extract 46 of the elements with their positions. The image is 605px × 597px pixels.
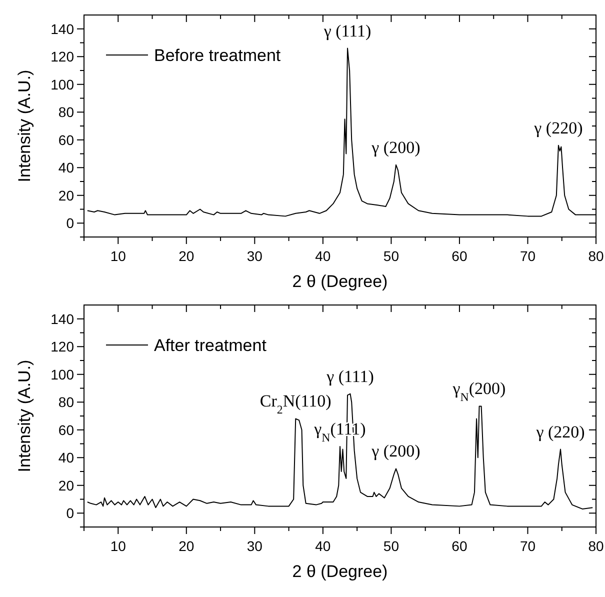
y-tick-label: 100 bbox=[50, 76, 74, 92]
annotation: γ (111) bbox=[326, 366, 374, 386]
x-tick-label: 60 bbox=[452, 248, 468, 264]
y-tick-label: 80 bbox=[58, 394, 74, 410]
x-tick-label: 30 bbox=[246, 538, 263, 554]
x-tick-label: 10 bbox=[110, 538, 126, 554]
annotation: γ (200) bbox=[370, 442, 420, 461]
y-tick-label: 60 bbox=[58, 422, 74, 438]
y-axis-title: Intensity (A.U.) bbox=[15, 360, 34, 472]
y-tick-label: 100 bbox=[50, 366, 74, 382]
y-tick-label: 0 bbox=[66, 505, 74, 522]
x-tick-label: 40 bbox=[315, 248, 331, 264]
x-tick-label: 50 bbox=[383, 538, 400, 554]
annotation: γ (220) bbox=[535, 422, 585, 442]
y-tick-label: 60 bbox=[58, 132, 74, 148]
x-axis-title: 2 θ (Degree) bbox=[292, 272, 388, 291]
x-tick-label: 10 bbox=[110, 248, 126, 264]
y-tick-label: 120 bbox=[50, 48, 74, 65]
y-axis-title: Intensity (A.U.) bbox=[15, 70, 34, 182]
x-axis-title: 2 θ (Degree) bbox=[292, 562, 388, 581]
x-tick-label: 20 bbox=[178, 248, 194, 264]
x-tick-label: 50 bbox=[383, 248, 400, 264]
x-tick-label: 80 bbox=[588, 538, 604, 554]
annotation: Cr$_{2}$N(110) bbox=[260, 392, 332, 417]
y-tick-label: 20 bbox=[58, 477, 74, 494]
legend-label: After treatment bbox=[154, 336, 267, 355]
y-tick-label: 20 bbox=[58, 187, 74, 204]
x-tick-label: 70 bbox=[520, 248, 536, 264]
y-tick-label: 120 bbox=[50, 338, 74, 355]
annotation: γ (111) bbox=[322, 21, 372, 40]
annotation: γ (220) bbox=[533, 118, 583, 138]
x-tick-label: 80 bbox=[588, 248, 604, 264]
x-tick-label: 20 bbox=[178, 538, 194, 554]
y-tick-label: 40 bbox=[58, 160, 74, 176]
x-tick-label: 70 bbox=[520, 538, 536, 554]
y-tick-label: 0 bbox=[66, 215, 74, 232]
legend-label: Before treatment bbox=[154, 46, 281, 65]
y-tick-label: 140 bbox=[50, 20, 74, 37]
annotation: γ (200) bbox=[370, 138, 420, 157]
x-tick-label: 30 bbox=[246, 248, 263, 264]
annotation: γ$_{N}$(200) bbox=[452, 379, 506, 404]
y-tick-label: 40 bbox=[58, 450, 74, 466]
x-tick-label: 60 bbox=[452, 538, 468, 554]
y-tick-label: 80 bbox=[58, 104, 74, 120]
x-tick-label: 40 bbox=[315, 538, 331, 554]
y-tick-label: 140 bbox=[50, 310, 74, 327]
